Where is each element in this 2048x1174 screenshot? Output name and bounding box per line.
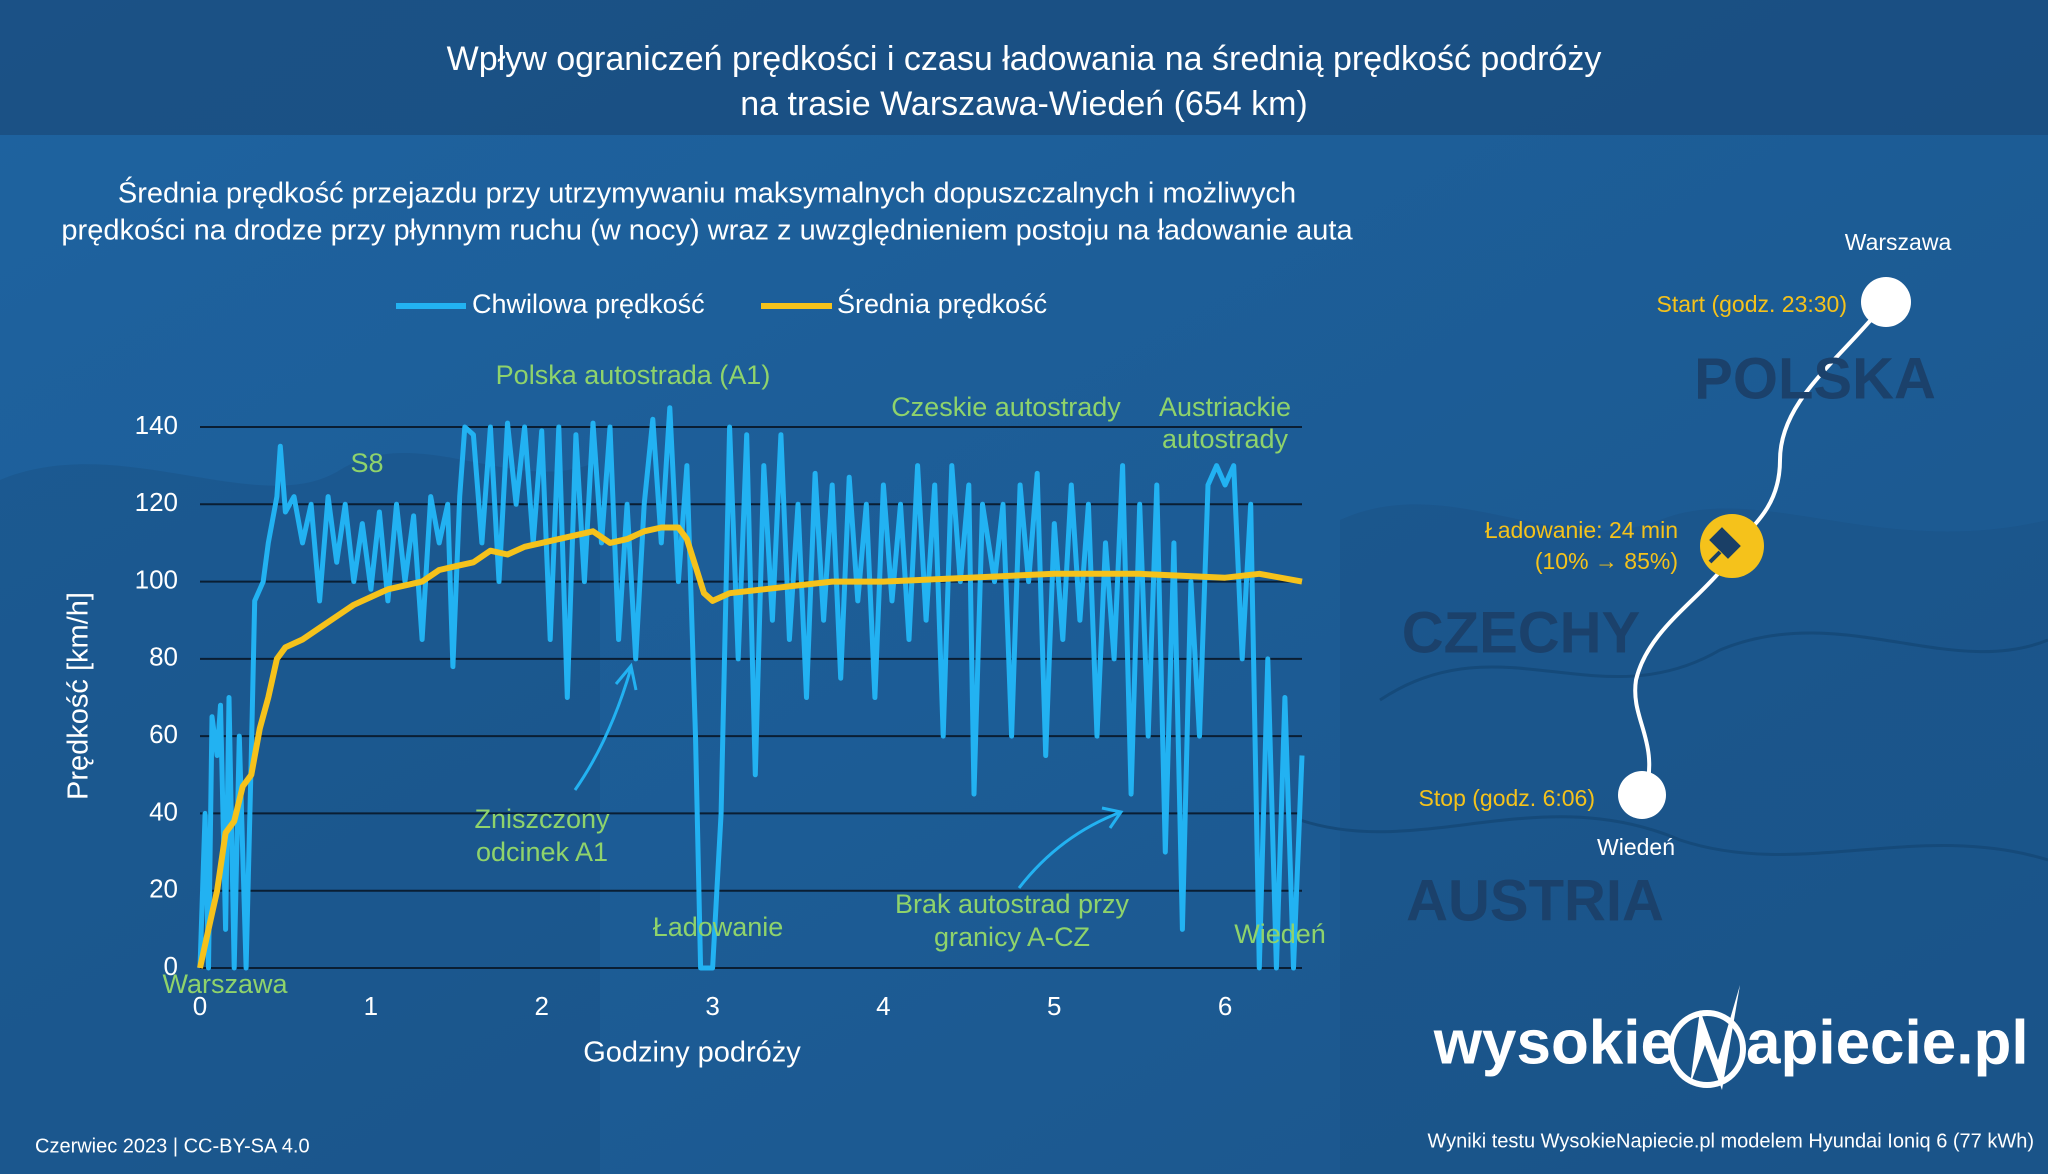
logo-bolt (1690, 985, 1740, 1090)
annotation: Polska autostrada (A1) (496, 360, 771, 390)
x-tick-label: 4 (876, 991, 890, 1021)
stop-point (1618, 771, 1666, 819)
series-line (197, 405, 1305, 971)
logo-text: wysokie (1433, 1008, 1675, 1077)
start-point (1861, 277, 1911, 327)
series-line (197, 524, 1303, 969)
charging-label: (10% → 85%) (1535, 548, 1678, 574)
stop-label: Stop (godz. 6:06) (1419, 785, 1595, 811)
subtitle: Średnia prędkość przejazdu przy utrzymyw… (118, 176, 1296, 210)
x-axis-title: Godziny podróży (583, 1037, 801, 1069)
y-tick-label: 20 (149, 874, 178, 904)
x-tick-label: 2 (534, 991, 548, 1021)
border-line (1379, 631, 2048, 702)
charging-label: Ładowanie: 24 min (1485, 517, 1678, 543)
annotation-arrow (573, 662, 638, 791)
start-label: Start (godz. 23:30) (1657, 291, 1848, 317)
y-tick-label: 80 (149, 642, 178, 672)
annotation: Wiedeń (1234, 919, 1326, 949)
annotation: Brak autostrad przy (895, 889, 1130, 919)
logo-text: apiecie.pl (1746, 1008, 2029, 1077)
header-band (0, 0, 2048, 135)
country-label: CZECHY (1402, 600, 1640, 665)
annotation: S8 (350, 448, 383, 478)
annotation-arrow (1017, 806, 1124, 889)
y-tick-label: 40 (149, 796, 178, 826)
footer-left: Czerwiec 2023 | CC-BY-SA 4.0 (35, 1135, 310, 1157)
legend-label: Średnia prędkość (837, 287, 1047, 319)
y-tick-label: 100 (135, 564, 178, 594)
map-shape (1340, 504, 2048, 1174)
annotation: Ładowanie (653, 912, 784, 942)
x-tick-label: 3 (705, 991, 719, 1021)
title: Wpływ ograniczeń prędkości i czasu ładow… (447, 40, 1602, 78)
plug-icon (1708, 527, 1741, 564)
country-label: AUSTRIA (1406, 868, 1664, 933)
legend-label: Chwilowa prędkość (472, 289, 705, 319)
x-tick-label: 5 (1047, 991, 1061, 1021)
x-tick-label: 0 (193, 991, 207, 1021)
subtitle: prędkości na drodze przy płynnym ruchu (… (61, 215, 1353, 247)
border-line (1299, 815, 2048, 862)
x-tick-label: 6 (1218, 991, 1232, 1021)
y-axis-title: Prędkość [km/h] (63, 592, 95, 800)
y-tick-label: 120 (135, 487, 178, 517)
title: na trasie Warszawa-Wiedeń (654 km) (740, 85, 1307, 123)
footer-right: Wyniki testu WysokieNapiecie.pl modelem … (1427, 1130, 2034, 1152)
x-tick-label: 1 (364, 991, 378, 1021)
annotation: Warszawa (162, 969, 288, 999)
plot: 0 20 40 60 80 100 120 140 0 1 2 3 4 5 6 Chwilowa prędko… (135, 287, 1326, 1021)
annotation: Czeskie autostrady (891, 392, 1121, 422)
logo-mark (1668, 1010, 1746, 1088)
y-tick-label: 140 (135, 410, 178, 440)
y-tick-label: 60 (149, 719, 178, 749)
y-tick-label: 0 (164, 951, 178, 981)
annotation: autostrady (1162, 424, 1289, 454)
city-label: Warszawa (1845, 229, 1952, 255)
annotation: granicy A-CZ (934, 922, 1090, 952)
country-label: POLSKA (1694, 346, 1936, 411)
annotation: Austriackie (1159, 392, 1291, 422)
annotation: Zniszczony (474, 804, 610, 834)
city-label: Wiedeń (1597, 834, 1675, 860)
annotation: odcinek A1 (476, 837, 608, 867)
